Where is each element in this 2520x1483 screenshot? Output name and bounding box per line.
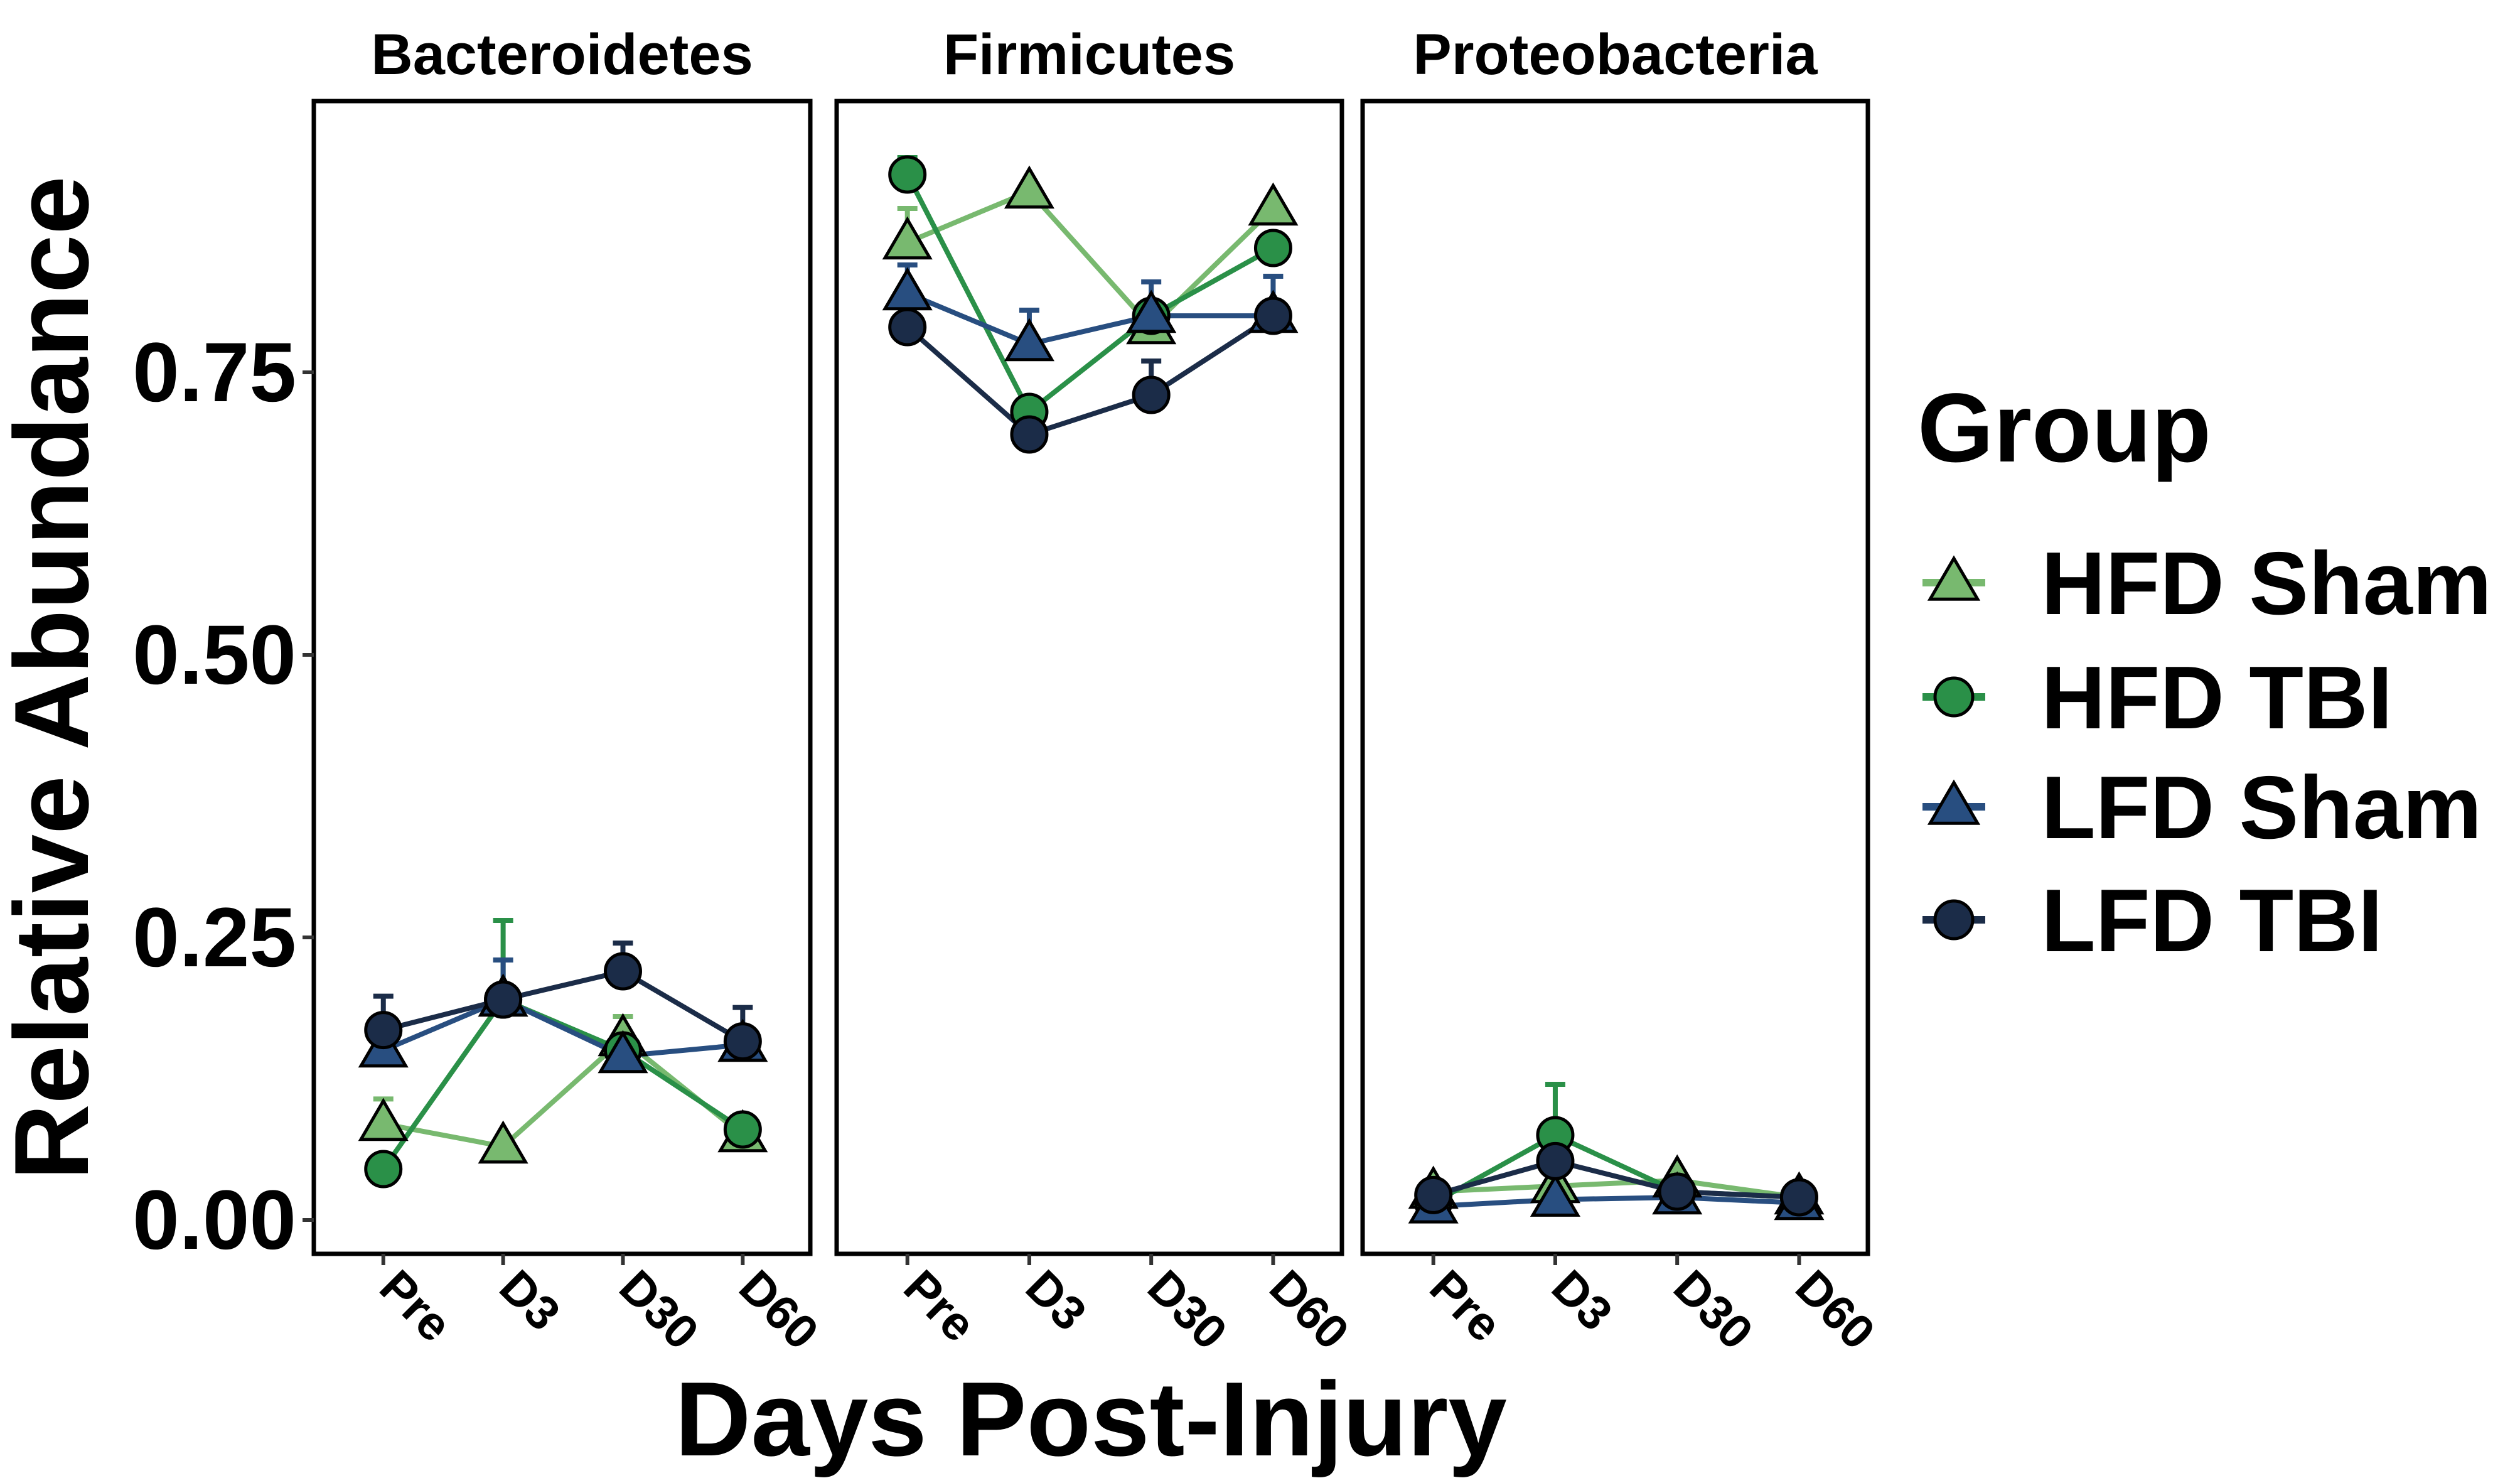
x-tick-label: D60	[1259, 1260, 1359, 1360]
series-points	[358, 155, 1825, 1224]
x-tick-label: Pre	[370, 1260, 462, 1352]
data-point-triangle	[1530, 1173, 1580, 1217]
series-line	[905, 173, 1275, 414]
data-point-triangle	[1126, 289, 1177, 333]
legend-label: HFD TBI	[2041, 648, 2393, 748]
legend-key-triangle	[1927, 779, 1981, 825]
y-tick-label: 0.00	[132, 1173, 296, 1267]
x-tick-label: D3	[1016, 1260, 1096, 1341]
legend-key-circle	[1933, 899, 1975, 941]
x-tick-label: D30	[609, 1260, 709, 1360]
data-point-triangle	[1004, 318, 1054, 362]
y-tick-label: 0.25	[132, 891, 296, 984]
series-line	[382, 997, 743, 1059]
y-tick-label: 0.50	[132, 608, 296, 702]
data-point-triangle	[882, 267, 933, 311]
series-line	[906, 291, 1273, 347]
series-lines	[381, 173, 1799, 1209]
x-axis-title: Days Post-Injury	[675, 1360, 1507, 1478]
data-point-circle	[364, 1150, 403, 1189]
x-tick-label: Pre	[1420, 1260, 1512, 1352]
series-line	[1432, 1158, 1799, 1200]
series-line	[381, 997, 744, 1171]
data-point-circle	[1253, 229, 1292, 267]
data-point-circle	[1132, 375, 1171, 414]
legend-label: HFD Sham	[2041, 534, 2492, 634]
series-line	[906, 189, 1275, 330]
x-tick-label: Pre	[894, 1260, 986, 1352]
x-tick-label: D3	[490, 1260, 571, 1341]
data-point-circle	[1779, 1178, 1818, 1217]
series-line	[1433, 1178, 1799, 1200]
x-tick-label: D30	[1137, 1260, 1237, 1360]
data-point-circle	[888, 155, 927, 194]
facet-label: Proteobacteria	[1413, 23, 1818, 87]
data-point-circle	[364, 1011, 403, 1050]
y-tick-label: 0.75	[132, 326, 296, 419]
series-line	[1433, 1195, 1799, 1209]
facet-label: Bacteroidetes	[371, 23, 753, 87]
data-point-circle	[1414, 1175, 1453, 1214]
legend-label: LFD Sham	[2041, 758, 2482, 858]
data-point-circle	[888, 308, 927, 347]
legend-title: Group	[1917, 374, 2211, 483]
data-point-circle	[603, 952, 642, 991]
data-point-circle	[1658, 1172, 1697, 1211]
series-line	[382, 969, 744, 1044]
data-point-triangle	[598, 1030, 648, 1074]
data-point-circle	[723, 1110, 762, 1149]
x-tick-label: D60	[729, 1260, 828, 1360]
data-point-triangle	[882, 216, 933, 260]
data-point-circle	[723, 1022, 762, 1061]
data-point-circle	[1536, 1141, 1575, 1180]
legend-label: LFD TBI	[2041, 871, 2383, 971]
x-tick-label: D3	[1541, 1260, 1622, 1341]
data-point-circle	[1010, 415, 1049, 454]
data-point-triangle	[358, 1097, 409, 1141]
data-point-circle	[1253, 296, 1292, 335]
data-point-triangle	[478, 1120, 528, 1164]
x-tick-label: D60	[1785, 1260, 1885, 1360]
legend-key-circle	[1933, 676, 1975, 718]
legend-key-triangle	[1927, 555, 1981, 601]
panel-frames	[303, 99, 1870, 1265]
data-point-triangle	[1004, 165, 1054, 209]
y-axis-title: Relative Abundance	[0, 176, 110, 1180]
x-tick-label: D30	[1663, 1260, 1763, 1360]
data-point-circle	[484, 980, 523, 1019]
data-point-triangle	[1248, 182, 1299, 226]
panel-frame-3	[1360, 99, 1870, 1256]
series-line	[906, 313, 1275, 437]
panel-frame-2	[834, 99, 1344, 1256]
panel-frame-1	[311, 99, 813, 1256]
facet-label: Firmicutes	[943, 23, 1235, 87]
